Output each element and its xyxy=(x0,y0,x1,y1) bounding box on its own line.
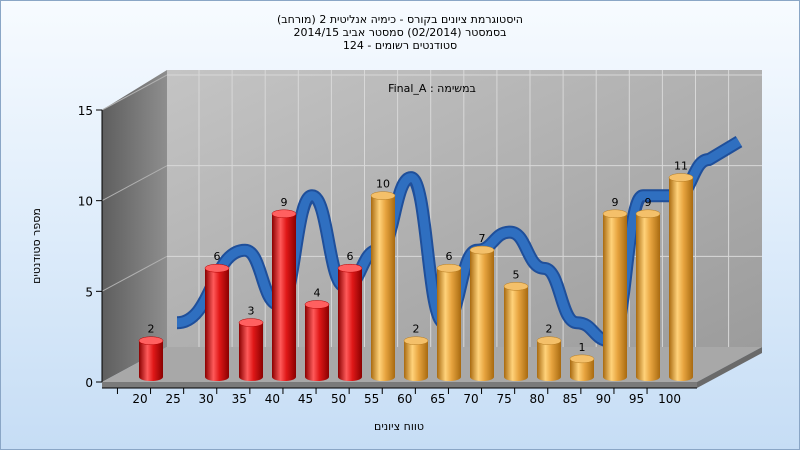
bar-top xyxy=(436,263,462,273)
bar-value-label: 2 xyxy=(148,323,155,336)
bar-value-label: 4 xyxy=(314,286,321,299)
bar: 6 xyxy=(337,250,363,381)
bar-top xyxy=(503,282,529,291)
y-axis-title: מספר סטודנטים xyxy=(30,208,43,284)
chart-title-line-3: סטודנטים רשומים - 124 xyxy=(342,39,458,52)
bar-top xyxy=(635,209,661,219)
bar-value-label: 5 xyxy=(513,268,520,281)
bar-body xyxy=(669,177,693,381)
x-tick-label: 40 xyxy=(265,392,280,406)
x-tick-label: 25 xyxy=(165,392,180,406)
bar-value-label: 2 xyxy=(413,323,420,336)
bar: 9 xyxy=(602,196,628,381)
bar: 9 xyxy=(271,196,297,381)
bar-value-label: 1 xyxy=(579,341,586,354)
x-tick-label: 65 xyxy=(430,392,445,406)
gridline-side xyxy=(101,74,168,111)
x-tick-label: 20 xyxy=(132,392,147,406)
x-tick-label: 55 xyxy=(364,392,379,406)
side-wall xyxy=(102,70,167,382)
x-tick-label: 30 xyxy=(199,392,214,406)
x-tick-label: 80 xyxy=(530,392,545,406)
bar-top xyxy=(469,245,495,255)
bar: 6 xyxy=(436,250,462,381)
bar: 2 xyxy=(536,323,562,381)
y-tick-label: 0 xyxy=(85,376,93,390)
bar: 2 xyxy=(138,323,164,381)
bar: 4 xyxy=(304,286,330,381)
bar: 5 xyxy=(503,268,529,381)
chart-title-line-1: היסטוגרמת ציונים בקורס - כימיה אנליטית 2… xyxy=(277,13,523,26)
x-tick-label: 35 xyxy=(232,392,247,406)
bar-body xyxy=(636,213,660,381)
floor-edge xyxy=(102,382,697,388)
bar: 3 xyxy=(238,305,264,381)
bar: 1 xyxy=(569,341,595,381)
bar: 10 xyxy=(370,178,396,381)
bar-body xyxy=(338,268,362,381)
bar-top xyxy=(370,191,396,200)
bar-body xyxy=(570,358,594,381)
x-tick-label: 75 xyxy=(496,392,511,406)
bar-top xyxy=(304,300,330,309)
bar: 11 xyxy=(668,160,694,381)
bar-body xyxy=(537,340,561,381)
x-tick-label: 60 xyxy=(397,392,412,406)
y-tick-label: 5 xyxy=(85,285,93,299)
x-tick-label: 85 xyxy=(563,392,578,406)
bar-value-label: 6 xyxy=(347,250,354,263)
x-tick-label: 95 xyxy=(629,392,644,406)
bar-top xyxy=(602,209,628,219)
bar-body xyxy=(205,268,229,381)
bar: 9 xyxy=(635,196,661,381)
bar-value-label: 9 xyxy=(612,196,619,209)
bar-body xyxy=(239,322,263,381)
bar-top xyxy=(536,336,562,345)
bar-body xyxy=(603,213,627,381)
bar-value-label: 11 xyxy=(674,160,688,173)
bar-body xyxy=(470,250,494,381)
bar-value-label: 3 xyxy=(248,305,255,318)
bar-value-label: 9 xyxy=(281,196,288,209)
x-tick-label: 70 xyxy=(463,392,478,406)
bar-body xyxy=(404,340,428,381)
floor-side-edge xyxy=(697,347,762,388)
bar-top xyxy=(238,318,264,327)
x-axis-title: טווח ציונים xyxy=(374,420,424,433)
bar-top xyxy=(204,263,230,273)
y-tick-label: 10 xyxy=(78,195,93,209)
bar-value-label: 10 xyxy=(376,178,390,191)
bar-body xyxy=(305,304,329,381)
y-tick-label: 15 xyxy=(78,104,93,118)
series-annotation: במשימה : Final_A xyxy=(388,82,476,95)
bar-value-label: 7 xyxy=(479,232,486,245)
bar-body xyxy=(139,340,163,381)
chart-title-line-2: בסמסטר (02/2014) סמסטר אביב 2014/15 xyxy=(293,26,507,39)
x-tick-label: 100 xyxy=(658,392,681,406)
bar-top xyxy=(668,173,694,182)
bar-value-label: 6 xyxy=(214,250,221,263)
x-tick-label: 50 xyxy=(331,392,346,406)
x-tick-label: 90 xyxy=(596,392,611,406)
bar-top xyxy=(138,336,164,345)
bar-body xyxy=(504,286,528,381)
bar-body xyxy=(371,195,395,381)
bar-body xyxy=(437,268,461,381)
bar-value-label: 6 xyxy=(446,250,453,263)
bar: 7 xyxy=(469,232,495,381)
bar: 2 xyxy=(403,323,429,381)
gridline-side xyxy=(101,165,168,202)
gridline-side xyxy=(101,255,168,292)
floor xyxy=(102,347,762,382)
bar-top xyxy=(403,336,429,345)
bar-body xyxy=(272,213,296,381)
bar: 6 xyxy=(204,250,230,381)
x-tick-label: 45 xyxy=(298,392,313,406)
bar-top xyxy=(271,209,297,219)
bar-value-label: 2 xyxy=(546,323,553,336)
bar-top xyxy=(569,354,595,364)
bar-top xyxy=(337,263,363,273)
bar-value-label: 9 xyxy=(645,196,652,209)
